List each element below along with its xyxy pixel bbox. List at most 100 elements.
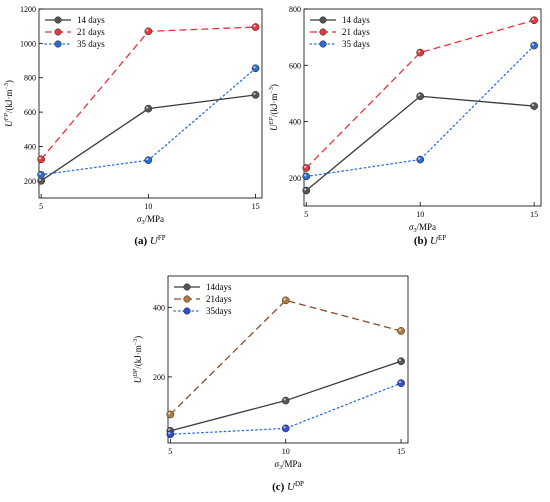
data-point-highlight <box>168 412 171 415</box>
data-point <box>166 410 175 419</box>
data-point-highlight <box>531 18 535 21</box>
legend-label: 21 days <box>77 27 105 37</box>
x-tick-label: 10 <box>282 447 290 456</box>
x-tick-label: 10 <box>416 210 424 219</box>
legend-marker <box>54 28 62 36</box>
data-point-highlight <box>168 432 171 435</box>
data-point-highlight <box>283 298 286 301</box>
panel-caption: (a) UFP <box>134 234 165 247</box>
y-tick-label: 1000 <box>20 39 36 48</box>
data-point-highlight <box>304 174 307 177</box>
data-point <box>416 155 425 164</box>
data-point-highlight <box>304 188 307 191</box>
legend-label: 35 days <box>77 39 105 49</box>
data-point <box>144 156 153 165</box>
data-point <box>251 91 260 99</box>
x-tick-label: 15 <box>397 447 405 456</box>
data-point-highlight <box>253 24 256 28</box>
y-tick-label: 400 <box>153 303 165 312</box>
legend-marker <box>183 283 191 291</box>
data-point <box>281 296 290 305</box>
data-point <box>416 92 425 101</box>
y-axis-label: UFP/(kJ·m−3) <box>4 80 14 127</box>
chart-panel-1: 200 400 600 800 1000 1200 5 10 15 σ3/MPa UFP/(kJ·m… <box>4 5 263 247</box>
plot-frame <box>303 8 542 207</box>
y-axis-label: UEP/(kJ·m−3) <box>269 84 279 131</box>
legend-marker <box>319 28 327 36</box>
x-axis-label: σ3/MPa <box>137 214 164 226</box>
data-point <box>530 41 539 50</box>
data-point <box>530 16 539 25</box>
data-point-highlight <box>38 178 42 181</box>
legend-marker <box>319 16 327 24</box>
legend-label: 21days <box>206 294 232 304</box>
data-point <box>302 164 311 172</box>
data-point-highlight <box>38 172 42 175</box>
y-tick-label: 200 <box>24 177 36 186</box>
data-point <box>251 23 260 31</box>
data-point-highlight <box>398 380 402 384</box>
legend-label: 14 days <box>77 15 105 25</box>
data-point <box>37 170 45 179</box>
x-tick-label: 15 <box>252 202 260 211</box>
plot-frame <box>167 275 409 444</box>
y-tick-label: 800 <box>24 74 36 83</box>
data-point-highlight <box>38 157 42 160</box>
series-line-1 <box>305 95 535 192</box>
y-tick-label: 600 <box>24 108 36 117</box>
data-point-highlight <box>398 328 402 331</box>
data-point <box>144 27 153 36</box>
y-tick-label: 800 <box>289 5 301 14</box>
data-point-highlight <box>398 359 402 362</box>
data-point <box>281 424 290 433</box>
data-point-highlight <box>283 398 286 401</box>
data-point <box>397 357 405 366</box>
y-tick-label: 400 <box>289 118 301 127</box>
data-point-highlight <box>146 29 149 32</box>
data-point-highlight <box>168 428 171 431</box>
data-point <box>37 155 45 164</box>
data-point <box>281 396 290 405</box>
y-tick-label: 1200 <box>20 5 36 14</box>
data-point <box>416 48 425 57</box>
data-point <box>166 430 175 439</box>
x-tick-label: 10 <box>144 202 152 211</box>
legend-label: 14days <box>206 282 232 292</box>
legend-label: 35days <box>206 306 232 316</box>
legend-marker <box>54 40 62 48</box>
x-axis-label: σ3/MPa <box>275 459 302 471</box>
legend-marker <box>319 40 327 48</box>
chart-panel-3: 200 400 5 10 15 σ3/MPa UDP/(kJ·m−3) 14days 21day… <box>133 275 409 493</box>
data-point <box>302 186 311 195</box>
panel-caption: (b) UEP <box>414 234 446 247</box>
panel-caption: (c) UDP <box>272 480 304 493</box>
data-point-highlight <box>531 43 535 46</box>
data-point-highlight <box>253 66 256 69</box>
data-point <box>144 104 153 113</box>
legend-marker <box>183 307 191 315</box>
series-line-2 <box>40 26 256 160</box>
legend-marker <box>183 295 191 303</box>
series-line-3 <box>169 382 402 435</box>
y-tick-label: 400 <box>24 142 36 151</box>
data-point <box>251 64 260 73</box>
data-point-highlight <box>304 165 307 169</box>
y-tick-label: 200 <box>153 373 165 382</box>
legend-marker <box>54 16 62 24</box>
data-point <box>397 379 405 388</box>
data-point-highlight <box>146 106 149 109</box>
data-point-highlight <box>253 92 256 95</box>
x-tick-label: 15 <box>530 210 538 219</box>
data-point <box>302 172 311 181</box>
chart-panel-2: 200 400 600 800 5 10 15 σ3/MPa UEP/(kJ·m−3) 14 da… <box>269 5 542 247</box>
legend-label: 35 days <box>342 39 370 49</box>
y-tick-label: 600 <box>289 61 301 70</box>
data-point-highlight <box>418 94 421 97</box>
x-axis-label: σ3/MPa <box>409 222 436 234</box>
legend-label: 21 days <box>342 27 370 37</box>
data-point-highlight <box>418 50 421 53</box>
data-point <box>530 102 539 110</box>
y-tick-label: 200 <box>289 174 301 183</box>
x-tick-label: 5 <box>304 210 308 219</box>
